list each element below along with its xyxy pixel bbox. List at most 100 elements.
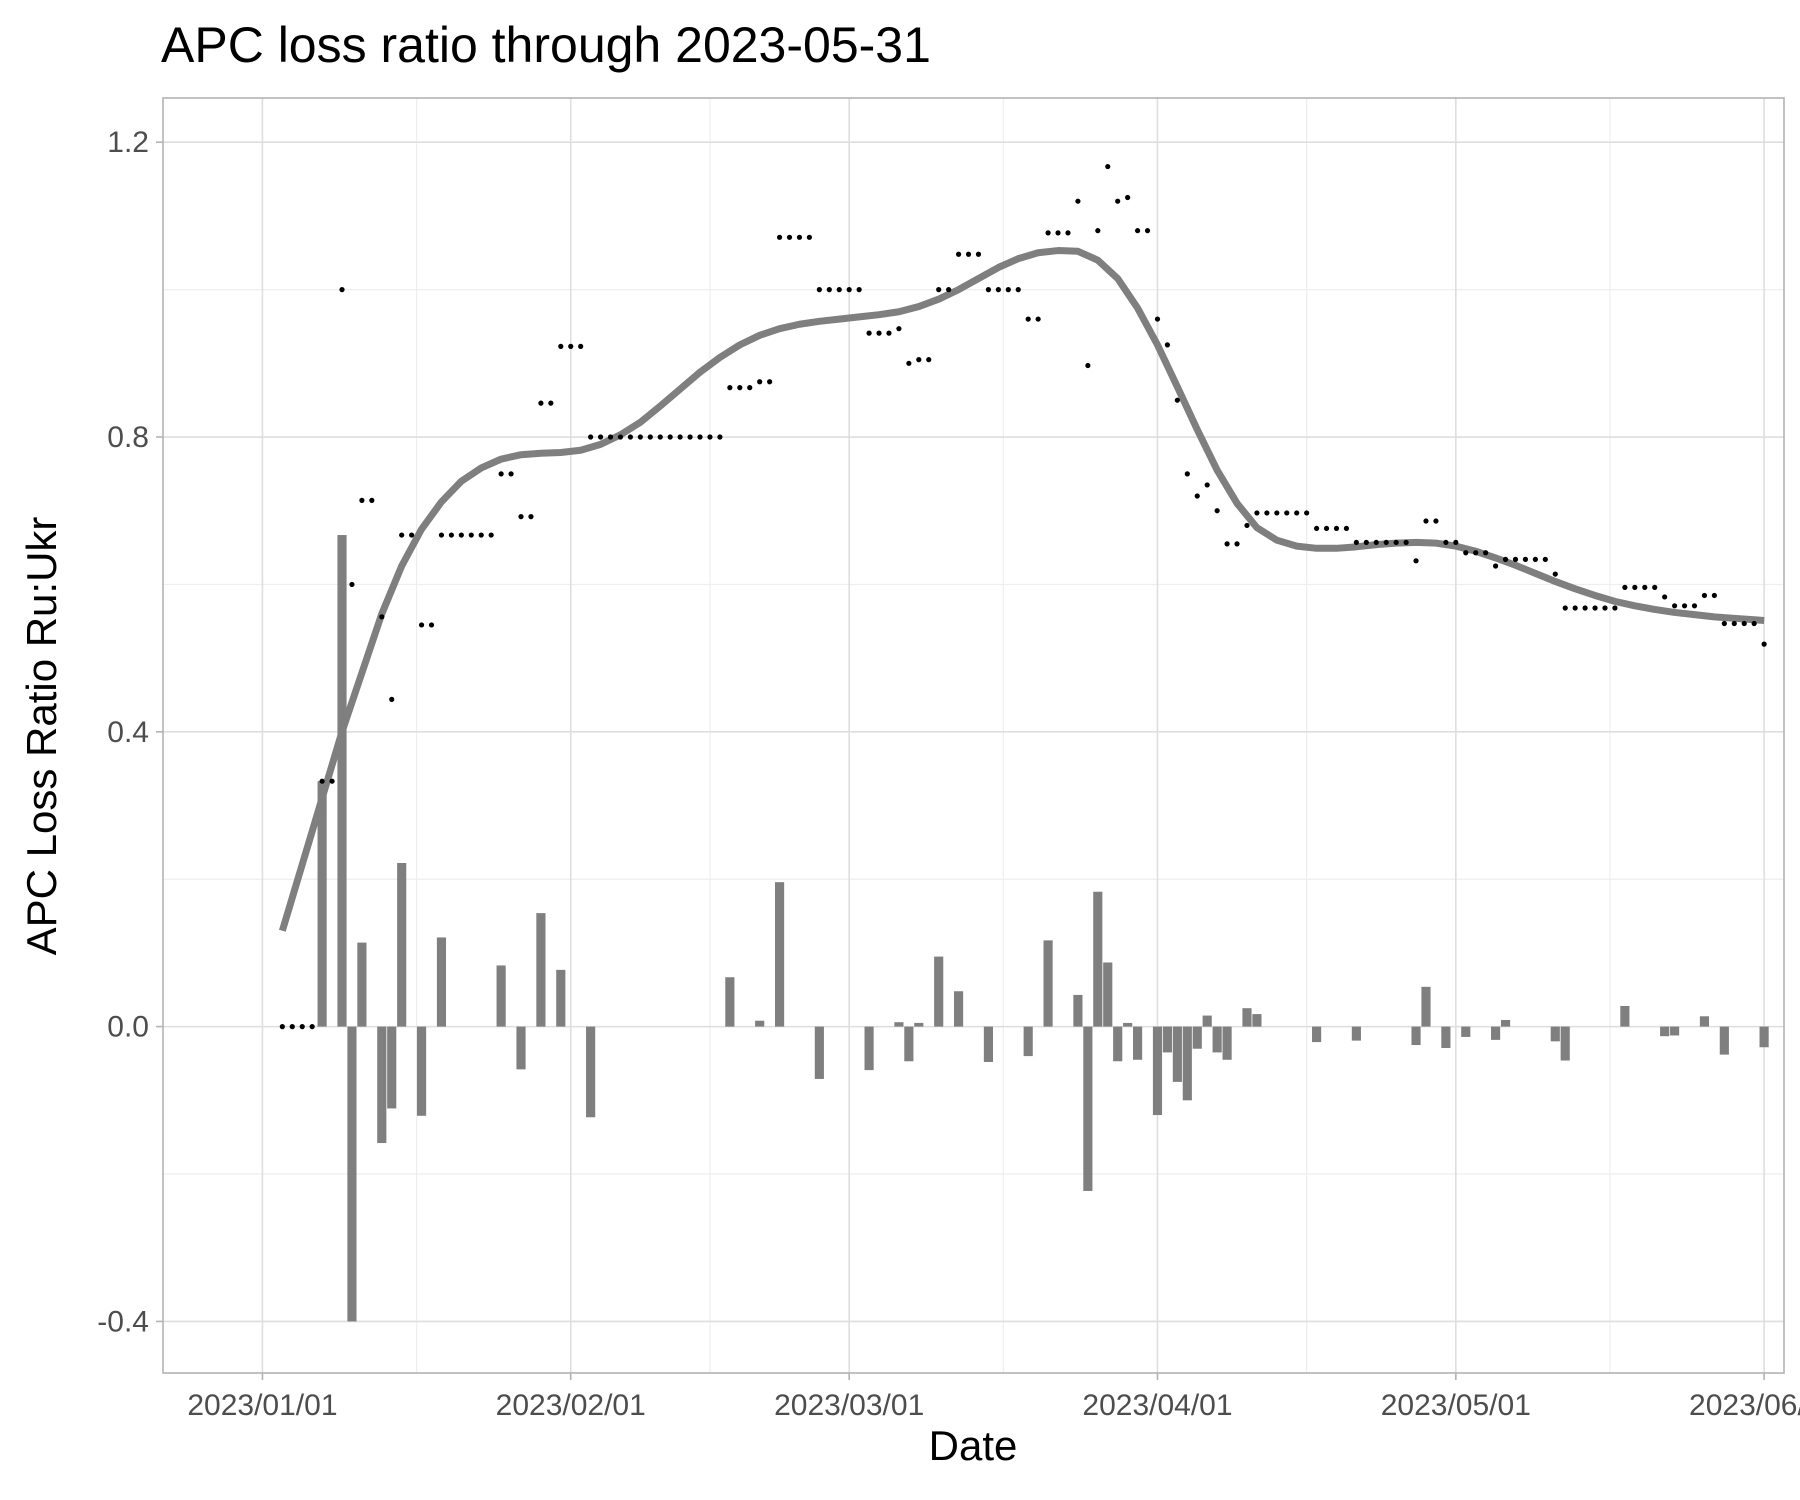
smooth-trend (278, 247, 1765, 932)
ratio-point (975, 251, 982, 257)
ratio-point (588, 434, 594, 440)
difference-bar (1620, 1005, 1630, 1027)
ratio-point (1532, 556, 1538, 562)
ratio-point (637, 434, 643, 440)
ratio-point (1572, 605, 1578, 611)
difference-bar (387, 1026, 397, 1109)
ratio-point (816, 287, 822, 293)
ratio-point (1393, 539, 1399, 546)
difference-bar (1312, 1026, 1322, 1043)
difference-bar (1113, 1026, 1123, 1062)
ratio-point (1343, 525, 1350, 532)
ratio-point (1065, 230, 1071, 236)
ratio-point (1035, 316, 1041, 322)
difference-bar (1421, 986, 1431, 1027)
ratio-point (1234, 541, 1240, 547)
ratio-point (528, 514, 534, 520)
ratio-point (339, 287, 345, 293)
difference-bars (317, 535, 1769, 1322)
ratio-point (1095, 228, 1101, 234)
difference-bar (436, 937, 447, 1027)
ratio-point (1741, 620, 1747, 627)
difference-bar (1222, 1026, 1232, 1060)
ratio-point (1055, 230, 1061, 236)
difference-bar (317, 781, 327, 1027)
ratio-point (627, 434, 634, 440)
ratio-point (926, 357, 932, 363)
ratio-point (747, 385, 753, 391)
ratio-point (1642, 584, 1648, 590)
x-tick-label: 2023/02/01 (496, 1389, 646, 1422)
difference-bar (1699, 1016, 1710, 1027)
ratio-point (1353, 539, 1359, 546)
ratio-point (568, 343, 574, 349)
ratio-point (299, 1024, 305, 1030)
ratio-point (1284, 510, 1290, 516)
ratio-point (548, 400, 554, 406)
chart-title: APC loss ratio through 2023-05-31 (161, 17, 931, 73)
ratio-point (319, 778, 325, 784)
ratio-point (1403, 539, 1409, 546)
y-axis-ticks: -0.4 0.0 0.4 0.8 1.2 (97, 126, 163, 1338)
ratio-point (428, 622, 435, 628)
ratio-point (1174, 397, 1180, 403)
ratio-point (757, 379, 763, 385)
difference-bar (1162, 1026, 1172, 1053)
ratio-point (856, 287, 862, 293)
x-axis-title: Date (929, 1422, 1018, 1469)
difference-bar (1670, 1026, 1680, 1036)
difference-bar (347, 1026, 357, 1322)
x-tick-label: 2023/06/01 (1689, 1389, 1800, 1422)
ratio-point (1602, 605, 1608, 611)
ratio-point (767, 379, 773, 385)
ratio-point (1483, 550, 1489, 556)
ratio-point (1423, 518, 1429, 524)
ratio-point (409, 532, 415, 538)
ratio-point (538, 400, 544, 406)
ratio-point (896, 326, 902, 332)
difference-bar (1550, 1026, 1560, 1042)
difference-bar (496, 965, 506, 1027)
ratio-point (379, 614, 385, 620)
ratio-point (1045, 230, 1051, 236)
ratio-point (438, 532, 445, 538)
x-axis-ticks: 2023/01/01 2023/02/01 2023/03/01 2023/04/01… (187, 1373, 1800, 1422)
difference-bar (357, 942, 367, 1027)
ratio-point (906, 360, 912, 366)
ratio-points (279, 163, 1767, 1030)
ratio-point (776, 234, 783, 240)
x-tick-label: 2023/01/01 (187, 1389, 337, 1422)
difference-bar (1252, 1014, 1262, 1027)
difference-bar (894, 1022, 904, 1027)
ratio-point (985, 287, 992, 293)
ratio-point (1313, 525, 1320, 532)
ratio-point (1373, 539, 1379, 546)
ratio-point (1433, 518, 1439, 524)
difference-bar (904, 1026, 914, 1062)
difference-bar (1660, 1026, 1670, 1037)
difference-bar (1192, 1026, 1202, 1049)
ratio-point (727, 385, 733, 391)
ratio-point (936, 287, 942, 293)
difference-bar (1023, 1026, 1033, 1057)
y-tick-label: 0.0 (107, 1011, 149, 1044)
ratio-point (1681, 603, 1688, 609)
difference-bar (1133, 1026, 1143, 1060)
ratio-point (647, 434, 653, 440)
ratio-point (418, 622, 425, 628)
ratio-point (796, 234, 803, 240)
ratio-point (478, 532, 484, 538)
ratio-point (697, 434, 703, 440)
difference-bar (1719, 1026, 1729, 1055)
ratio-point (1005, 287, 1011, 293)
difference-bar (1759, 1026, 1769, 1048)
ratio-point (707, 434, 713, 440)
ratio-point (1502, 556, 1509, 562)
ratio-point (1622, 584, 1628, 590)
x-tick-label: 2023/05/01 (1381, 1389, 1531, 1422)
difference-bar (586, 1026, 596, 1118)
ratio-point (1363, 539, 1369, 546)
ratio-point (1711, 592, 1717, 599)
ratio-point (468, 532, 474, 538)
ratio-point (309, 1024, 315, 1030)
